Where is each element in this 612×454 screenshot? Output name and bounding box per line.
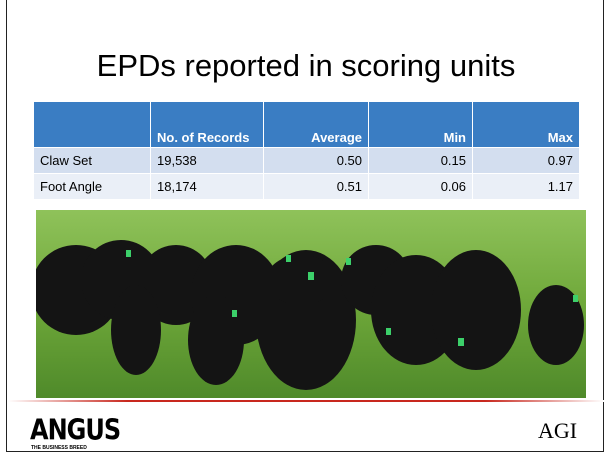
cattle-photo [36, 210, 586, 398]
title: EPDs reported in scoring units [0, 48, 612, 84]
cell: 0.97 [473, 148, 580, 174]
header-cell: Average [264, 102, 369, 148]
angus-tagline: THE BUSINESS BREED [31, 445, 87, 451]
table: No. of Records Average Min Max Claw Set … [34, 102, 580, 199]
cell: 0.51 [264, 174, 369, 200]
header-cell: Max [473, 102, 580, 148]
cell: Foot Angle [34, 174, 151, 200]
angus-logo: ANGUS [30, 413, 120, 447]
page: EPDs reported in scoring units No. of Re… [0, 0, 612, 454]
header-cell [34, 102, 151, 148]
agi-logo: AGI [538, 418, 577, 444]
cell: 1.17 [473, 174, 580, 200]
cell: Claw Set [34, 148, 151, 174]
divider [8, 400, 604, 402]
cell: 18,174 [151, 174, 264, 200]
header-cell: No. of Records [151, 102, 264, 148]
row: Foot Angle 18,174 0.51 0.06 1.17 [34, 174, 580, 200]
cell: 0.06 [369, 174, 473, 200]
cell: 0.15 [369, 148, 473, 174]
row: Claw Set 19,538 0.50 0.15 0.97 [34, 148, 580, 174]
header-row: No. of Records Average Min Max [34, 102, 580, 148]
cell: 0.50 [264, 148, 369, 174]
header-cell: Min [369, 102, 473, 148]
cell: 19,538 [151, 148, 264, 174]
